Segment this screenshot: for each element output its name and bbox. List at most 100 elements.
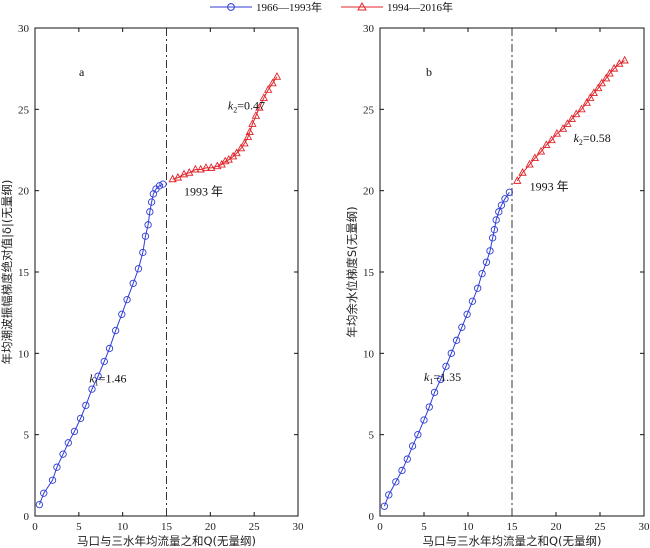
- legend-marker-circle: [227, 3, 235, 11]
- legend-marker-triangle: [357, 1, 367, 11]
- data-point-triangle: [179, 169, 189, 178]
- data-point-triangle: [513, 176, 522, 184]
- data-point-triangle: [518, 168, 527, 176]
- data-point-triangle: [567, 114, 577, 123]
- data-point-circle: [420, 416, 428, 424]
- data-point-circle: [474, 284, 482, 292]
- legend-label-1966-1993: 1966—1993年: [256, 0, 322, 14]
- data-point-circle: [159, 180, 167, 188]
- y-tick-label: 0: [24, 511, 30, 523]
- data-point-triangle: [558, 124, 568, 132]
- data-point-triangle: [530, 153, 540, 162]
- data-point-triangle: [589, 88, 599, 96]
- x-tick-label: 0: [377, 521, 383, 533]
- panel-a-frame: [34, 27, 299, 517]
- x-tick-label: 10: [117, 521, 129, 533]
- panel-b-frame: [379, 27, 645, 517]
- data-point-circle: [430, 388, 439, 397]
- data-point-triangle: [536, 146, 546, 155]
- data-point-circle: [82, 401, 90, 410]
- panel-a-annotations: k1=1.46 k2=0.47 1993 年: [89, 98, 265, 387]
- slope-annotation: k2=0.47: [228, 98, 265, 114]
- panel-b-x-axis-label: 马口与三水年均流量之和Q(无量纲): [422, 534, 601, 548]
- x-tick-label: 10: [463, 521, 475, 533]
- data-point-circle: [501, 195, 509, 203]
- data-point-circle: [112, 326, 120, 335]
- data-point-circle: [482, 258, 491, 266]
- data-point-triangle: [240, 138, 249, 147]
- data-point-circle: [64, 439, 72, 447]
- data-point-circle: [123, 296, 131, 304]
- data-point-circle: [146, 208, 154, 216]
- y-tick-label: 30: [18, 23, 30, 35]
- data-point-triangle: [586, 93, 595, 101]
- data-point-circle: [105, 344, 114, 353]
- y-tick-label: 5: [24, 430, 30, 442]
- data-point-circle: [380, 502, 389, 510]
- data-point-circle: [447, 349, 455, 357]
- y-tick-label: 10: [18, 348, 30, 360]
- series-line-blue: [383, 192, 510, 507]
- data-point-circle: [88, 385, 96, 393]
- data-point-triangle: [196, 164, 205, 173]
- data-point-triangle: [245, 127, 254, 136]
- data-point-circle: [76, 414, 85, 423]
- data-point-circle: [70, 427, 79, 436]
- data-point-triangle: [582, 98, 591, 106]
- data-point-circle: [458, 323, 466, 331]
- data-point-circle: [486, 247, 494, 255]
- data-point-triangle: [232, 148, 241, 157]
- data-point-triangle: [572, 109, 581, 118]
- y-tick-label: 30: [363, 23, 375, 35]
- y-tick-label: 15: [363, 267, 375, 279]
- y-tick-label: 20: [363, 186, 375, 198]
- data-point-triangle: [601, 73, 611, 82]
- data-point-circle: [437, 375, 445, 384]
- panel-a-label: a: [79, 65, 85, 79]
- data-point-triangle: [609, 63, 619, 72]
- data-point-triangle: [552, 128, 562, 137]
- data-point-triangle: [577, 104, 586, 113]
- data-point-circle: [129, 279, 137, 288]
- data-point-circle: [147, 198, 156, 206]
- data-point-circle: [134, 265, 143, 273]
- x-tick-label: 15: [507, 521, 519, 533]
- data-point-triangle: [191, 164, 200, 173]
- x-tick-label: 5: [421, 521, 427, 533]
- panel-b-series: [380, 55, 629, 510]
- slope-annotation: k1=1.46: [89, 372, 126, 388]
- x-tick-label: 20: [205, 521, 217, 533]
- panel-a-y-axis-label: 年均潮波振幅梯度绝对值|δ|(无量纲): [0, 180, 14, 365]
- y-tick-label: 10: [363, 348, 375, 360]
- data-point-triangle: [236, 143, 246, 152]
- slope-annotation: k2=0.58: [574, 131, 611, 147]
- data-point-triangle: [259, 93, 268, 101]
- y-tick-label: 0: [369, 511, 375, 523]
- data-point-circle: [398, 466, 406, 475]
- x-tick-label: 30: [639, 521, 650, 533]
- data-point-circle: [53, 463, 61, 471]
- legend-item-1994-2016: 1994—2016年: [341, 0, 453, 14]
- y-tick-label: 15: [18, 267, 30, 279]
- slope-annotation: k1=1.35: [424, 370, 461, 386]
- panel-a: 0 5 10 15 20 25 30 0 5 10 15 20 25 30 a k1=1.46 k2=0.4…: [0, 23, 304, 548]
- data-point-circle: [59, 450, 67, 458]
- data-point-triangle: [594, 83, 603, 92]
- legend-item-1966-1993: 1966—1993年: [210, 0, 322, 14]
- data-point-triangle: [597, 78, 606, 87]
- data-point-circle: [442, 362, 450, 370]
- x-tick-label: 5: [76, 521, 82, 533]
- legend: 1966—1993年 1994—2016年: [210, 0, 453, 14]
- y-tick-label: 25: [18, 104, 30, 116]
- data-point-triangle: [264, 85, 273, 93]
- data-point-triangle: [243, 132, 253, 140]
- series-line-red: [172, 76, 278, 180]
- data-point-triangle: [251, 111, 261, 119]
- panel-a-series: [35, 72, 282, 509]
- data-point-circle: [155, 182, 164, 190]
- data-point-circle: [118, 310, 126, 318]
- x-tick-label: 15: [161, 521, 173, 533]
- data-point-triangle: [563, 119, 572, 127]
- data-point-triangle: [268, 78, 277, 87]
